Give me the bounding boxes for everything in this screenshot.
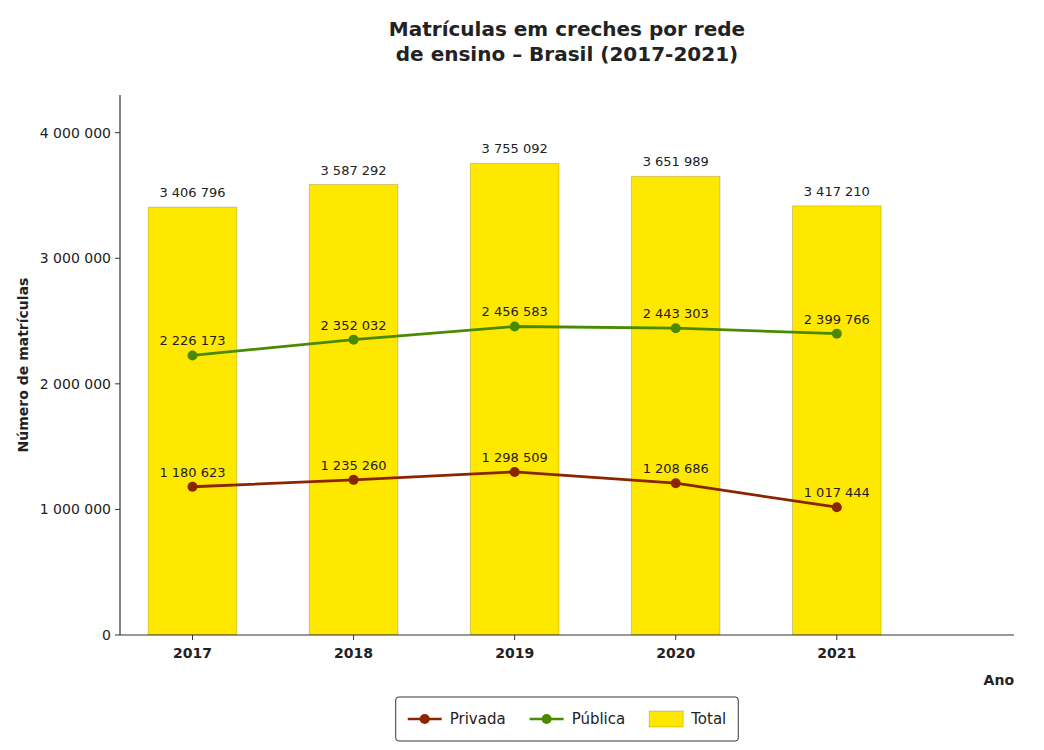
marker <box>349 335 359 345</box>
legend-label: Privada <box>450 710 506 728</box>
y-tick <box>115 509 120 510</box>
axes: 0 1 000 000 2 000 000 3 000 000 4 000 000 201… <box>40 95 1014 661</box>
data-label: 1 235 260 <box>320 458 386 473</box>
x-tick <box>192 635 193 640</box>
data-label: 3 587 292 <box>320 163 386 178</box>
legend-swatch <box>649 711 683 727</box>
data-label: 2 352 032 <box>320 318 386 333</box>
marker <box>671 478 681 488</box>
bar <box>148 207 237 635</box>
x-tick <box>675 635 676 640</box>
title: Matrículas em creches por redede ensino … <box>389 17 745 66</box>
marker <box>832 329 842 339</box>
line <box>192 472 836 507</box>
marker <box>832 502 842 512</box>
bar <box>793 206 882 635</box>
y-tick <box>115 635 120 636</box>
y-tick <box>115 258 120 259</box>
data-label: 3 417 210 <box>804 184 870 199</box>
y-tick <box>115 132 120 133</box>
data-label: 2 226 173 <box>159 333 225 348</box>
x-tick-label: 2020 <box>656 645 695 661</box>
legend-marker <box>542 714 552 724</box>
y-tick-label: 3 000 000 <box>40 250 111 266</box>
x-tick-label: 2019 <box>495 645 534 661</box>
x-tick-label: 2021 <box>817 645 856 661</box>
legend: Privada Pública Total <box>396 697 739 741</box>
x-tick <box>514 635 515 640</box>
data-label: 2 399 766 <box>804 312 870 327</box>
legend-frame <box>396 697 739 741</box>
data-label: 2 456 583 <box>482 304 548 319</box>
legend-marker <box>420 714 430 724</box>
y-tick <box>115 383 120 384</box>
bar <box>309 185 398 635</box>
marker <box>510 467 520 477</box>
data-label: 3 755 092 <box>482 141 548 156</box>
data-label: 3 651 989 <box>643 154 709 169</box>
legend-item: Pública <box>530 710 626 728</box>
data-label: 2 443 303 <box>643 306 709 321</box>
bar <box>470 163 559 635</box>
y-tick-label: 2 000 000 <box>40 376 111 392</box>
x-axis-line <box>120 634 1014 635</box>
data-label: 1 208 686 <box>643 461 709 476</box>
y-tick-label: 1 000 000 <box>40 501 111 517</box>
legend-item: Privada <box>408 710 506 728</box>
x-tick-label: 2018 <box>334 645 373 661</box>
marker <box>187 350 197 360</box>
bar <box>631 176 720 635</box>
x-tick <box>836 635 837 640</box>
y-axis-label: Número de matrículas <box>15 278 31 453</box>
marker <box>671 323 681 333</box>
x-tick-label: 2017 <box>173 645 212 661</box>
title-line: Matrículas em creches por rede <box>389 17 745 41</box>
data-label: 3 406 796 <box>159 185 225 200</box>
marker <box>510 321 520 331</box>
background <box>0 0 1044 750</box>
x-axis-label: Ano <box>984 672 1015 688</box>
data-label: 1 298 509 <box>482 450 548 465</box>
chart: Matrículas em creches por redede ensino … <box>0 0 1044 750</box>
marker <box>349 475 359 485</box>
marker <box>187 482 197 492</box>
data-label: 1 180 623 <box>159 465 225 480</box>
legend-label: Pública <box>572 710 626 728</box>
data-label: 1 017 444 <box>804 485 870 500</box>
y-tick-label: 0 <box>102 627 111 643</box>
data-labels: 3 406 796 3 587 292 3 755 092 3 651 989 3 41… <box>159 141 869 500</box>
y-axis-line <box>119 95 120 635</box>
plot-area <box>148 163 881 635</box>
x-tick <box>353 635 354 640</box>
y-tick-label: 4 000 000 <box>40 125 111 141</box>
title-line: de ensino – Brasil (2017-2021) <box>396 42 738 66</box>
legend-label: Total <box>690 710 726 728</box>
legend-item: Total <box>649 710 726 728</box>
